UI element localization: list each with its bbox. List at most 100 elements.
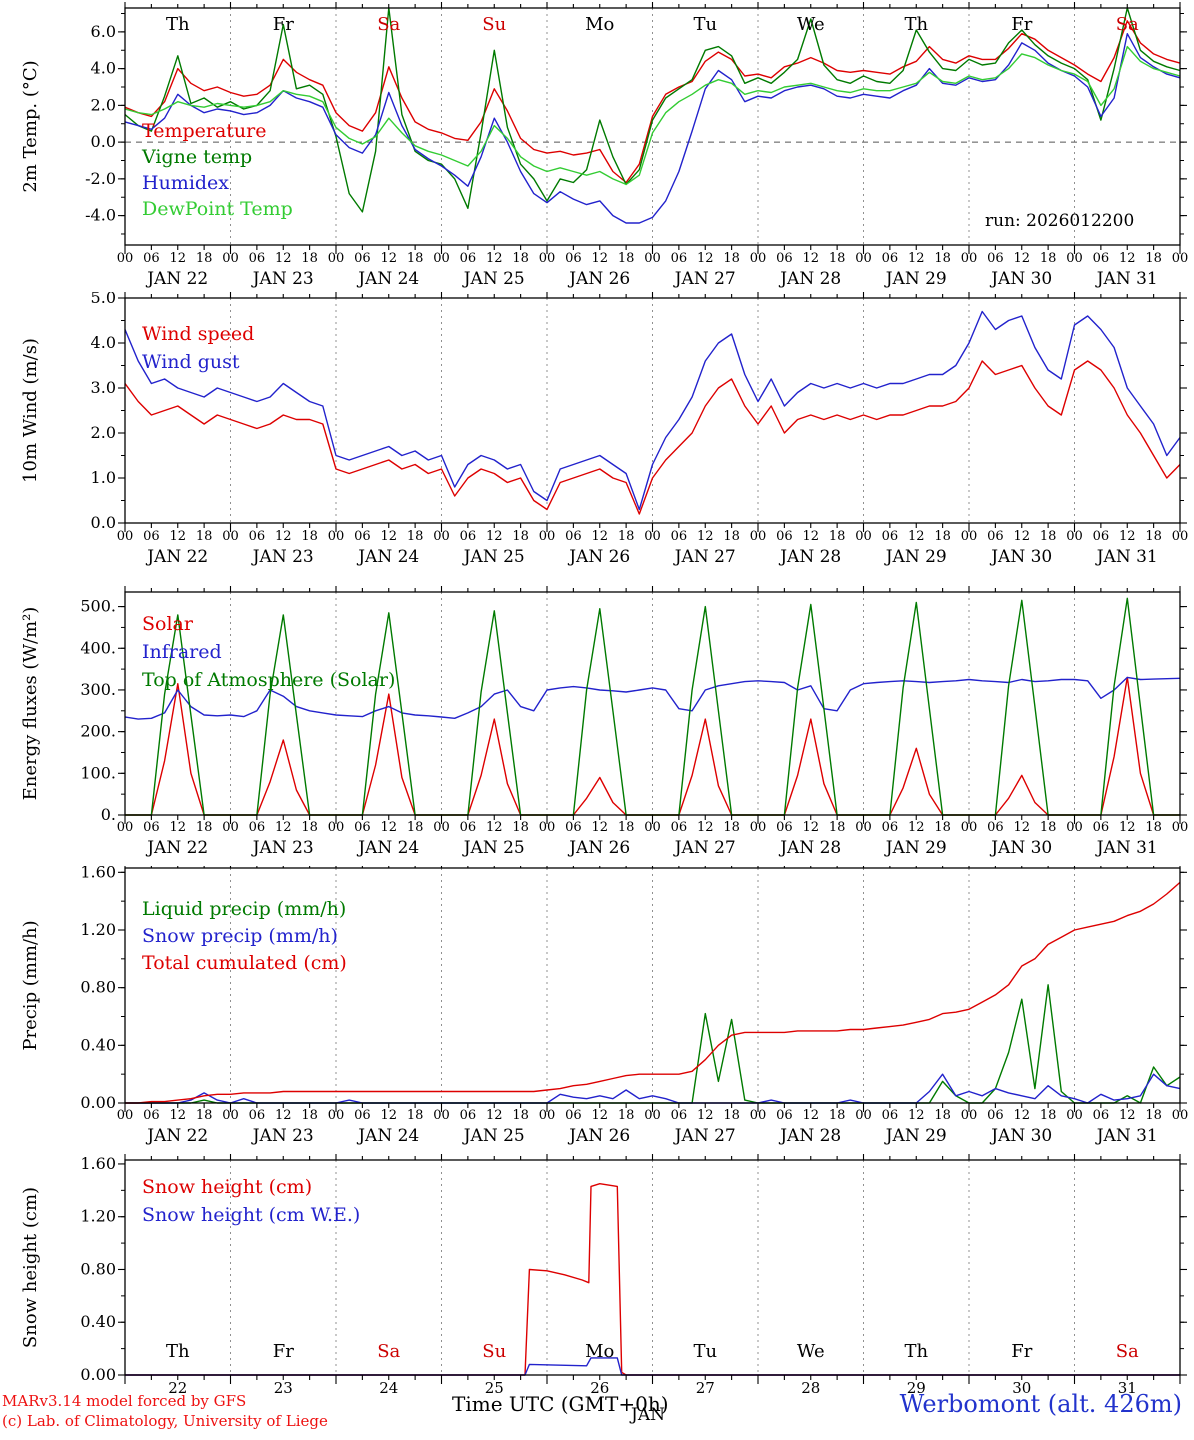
x-hour-label: 06 bbox=[776, 820, 793, 835]
x-date-label: JAN 26 bbox=[567, 269, 630, 289]
x-hour-label: 18 bbox=[1040, 820, 1057, 835]
x-date-label: 24 bbox=[379, 1379, 398, 1397]
x-hour-label: 06 bbox=[987, 1108, 1004, 1123]
x-hour-label: 18 bbox=[934, 820, 951, 835]
y-tick-label: 3.0 bbox=[91, 378, 116, 397]
x-hour-label: 00 bbox=[750, 529, 767, 544]
weekday-label: Th bbox=[166, 14, 190, 35]
x-date-label: JAN 25 bbox=[462, 838, 525, 858]
x-hour-label: 12 bbox=[908, 1108, 925, 1123]
series-temperature bbox=[124, 20, 1181, 184]
series-wind-speed bbox=[124, 360, 1181, 515]
x-hour-label: 00 bbox=[1066, 1108, 1083, 1123]
y-axis-label: 10m Wind (m/s) bbox=[20, 338, 41, 483]
x-date-label: 25 bbox=[485, 1379, 504, 1397]
x-date-label: JAN 27 bbox=[673, 269, 736, 289]
x-hour-label: 06 bbox=[987, 251, 1004, 266]
legend-entry: Snow height (cm W.E.) bbox=[142, 1204, 360, 1226]
y-tick-label: 2.0 bbox=[91, 95, 116, 114]
series-total-cumulated bbox=[125, 881, 1181, 1104]
y-tick-label: 2.0 bbox=[91, 423, 116, 442]
x-hour-label: 12 bbox=[1119, 251, 1136, 266]
temperature-panel: -4.0 -2.0 0.0 2.0 4.0 6.0 2m Temp. (°C) 00 06 12 1… bbox=[20, 2, 1188, 289]
x-date-label: 22 bbox=[168, 1379, 187, 1397]
x-hour-label: 06 bbox=[143, 820, 160, 835]
x-hour-label: 12 bbox=[486, 1108, 503, 1123]
series-wind-gust bbox=[124, 310, 1181, 511]
x-hour-label: 18 bbox=[512, 251, 529, 266]
x-date-label: JAN 23 bbox=[251, 269, 314, 289]
energy-flux-panel: 0. 100. 200. 300. 400. 500. Energy fluxes (W/m… bbox=[20, 586, 1188, 858]
x-hour-label: 12 bbox=[486, 529, 503, 544]
x-hour-label: 12 bbox=[275, 529, 292, 544]
x-hour-label: 06 bbox=[882, 1108, 899, 1123]
series-dewpoint-temp bbox=[124, 45, 1181, 186]
x-hour-label: 18 bbox=[934, 251, 951, 266]
series-solar bbox=[125, 676, 1180, 816]
x-hour-label: 06 bbox=[354, 1108, 371, 1123]
x-hour-label: 00 bbox=[644, 1108, 661, 1123]
x-hour-label: 18 bbox=[512, 529, 529, 544]
x-date-label: JAN 30 bbox=[989, 838, 1052, 858]
x-hour-label: 00 bbox=[117, 1108, 134, 1123]
x-hour-label: 12 bbox=[1119, 820, 1136, 835]
x-hour-label: 06 bbox=[460, 529, 477, 544]
x-hour-label: 06 bbox=[987, 529, 1004, 544]
x-date-label: JAN 30 bbox=[989, 547, 1052, 567]
station-label: Werbomont (alt. 426m) bbox=[899, 1390, 1182, 1418]
x-hour-label: 00 bbox=[855, 529, 872, 544]
x-date-label: JAN 24 bbox=[356, 1126, 419, 1146]
x-date-label: JAN 30 bbox=[989, 1126, 1052, 1146]
x-hour-label: 06 bbox=[249, 529, 266, 544]
panel-frame bbox=[124, 591, 1181, 816]
y-tick-label: 400. bbox=[80, 638, 116, 657]
x-hour-label: 18 bbox=[723, 820, 740, 835]
x-hour-label: 00 bbox=[1066, 820, 1083, 835]
x-hour-label: 12 bbox=[275, 1108, 292, 1123]
x-date-label: JAN 31 bbox=[1095, 547, 1158, 567]
x-hour-label: 06 bbox=[143, 251, 160, 266]
x-hour-label: 00 bbox=[117, 529, 134, 544]
x-date-label: JAN 25 bbox=[462, 269, 525, 289]
x-hour-label: 06 bbox=[249, 820, 266, 835]
x-hour-label: 06 bbox=[565, 529, 582, 544]
x-date-label: JAN 27 bbox=[673, 838, 736, 858]
x-hour-label: 00 bbox=[855, 1108, 872, 1123]
x-hour-label: 00 bbox=[750, 820, 767, 835]
x-hour-label: 12 bbox=[697, 820, 714, 835]
x-hour-label: 18 bbox=[829, 820, 846, 835]
y-tick-label: 0. bbox=[101, 805, 116, 824]
series-infrared bbox=[124, 676, 1181, 720]
x-hour-label: 00 bbox=[1172, 529, 1189, 544]
x-date-label: JAN 22 bbox=[145, 269, 208, 289]
y-tick-label: 1.20 bbox=[80, 1207, 116, 1226]
x-hour-label: 00 bbox=[1172, 1108, 1189, 1123]
x-date-label: JAN 22 bbox=[145, 547, 208, 567]
x-hour-label: 00 bbox=[961, 1108, 978, 1123]
x-hour-label: 00 bbox=[433, 820, 450, 835]
x-hour-label: 12 bbox=[802, 529, 819, 544]
x-date-label: JAN 26 bbox=[567, 838, 630, 858]
x-hour-label: 00 bbox=[222, 529, 239, 544]
x-date-label: JAN 28 bbox=[778, 838, 841, 858]
x-hour-label: 18 bbox=[1145, 1108, 1162, 1123]
x-hour-label: 06 bbox=[671, 1108, 688, 1123]
x-hour-label: 12 bbox=[1119, 529, 1136, 544]
x-hour-label: 12 bbox=[169, 529, 186, 544]
legend-entry: Infrared bbox=[142, 641, 222, 663]
x-date-label: JAN 23 bbox=[251, 1126, 314, 1146]
weekday-label: Sa bbox=[377, 1341, 400, 1362]
weekday-label: Fr bbox=[273, 14, 294, 35]
x-hour-label: 00 bbox=[750, 1108, 767, 1123]
x-hour-label: 00 bbox=[644, 251, 661, 266]
x-hour-label: 12 bbox=[380, 529, 397, 544]
legend-entry: Snow precip (mm/h) bbox=[142, 925, 338, 947]
legend-entry: Snow height (cm) bbox=[142, 1176, 312, 1198]
y-tick-label: 5.0 bbox=[91, 292, 116, 307]
weekday-label: Th bbox=[166, 1341, 190, 1362]
x-hour-label: 00 bbox=[222, 1108, 239, 1123]
weekday-label: Mo bbox=[585, 1341, 614, 1362]
x-hour-label: 06 bbox=[460, 251, 477, 266]
x-date-label: JAN 26 bbox=[567, 1126, 630, 1146]
x-hour-label: 06 bbox=[565, 1108, 582, 1123]
